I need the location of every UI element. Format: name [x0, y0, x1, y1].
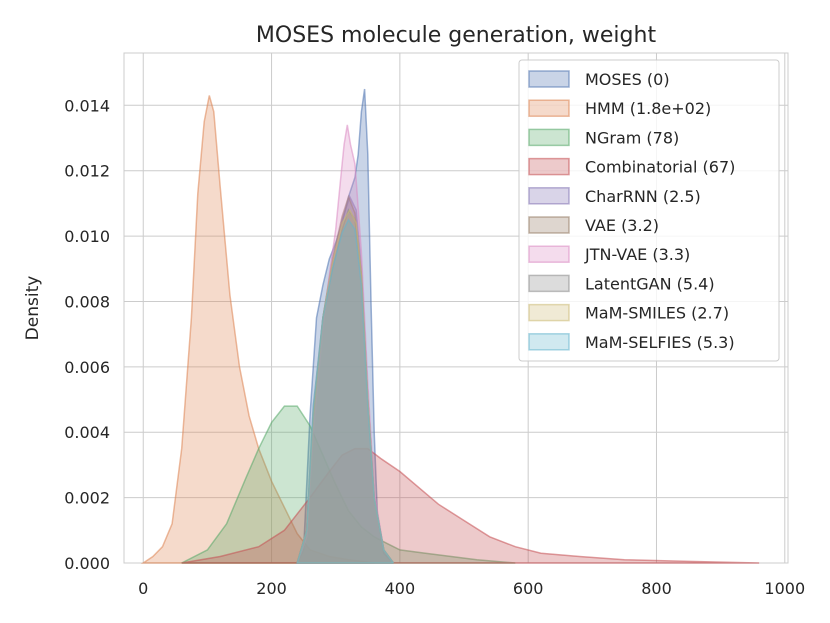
density-area-hmm: [140, 95, 375, 564]
legend-swatch-moses: [528, 70, 570, 88]
chart-title: MOSES molecule generation, weight: [256, 23, 657, 48]
legend-swatch-mam-selfies: [528, 333, 570, 351]
density-area-combinatorial: [181, 447, 760, 564]
density-area-mam-selfies: [296, 218, 395, 564]
legend-swatch-charrnn: [528, 187, 570, 205]
legend: MOSES (0) HMM (1.8e+02) NGram (78) Combinat…: [518, 59, 780, 362]
y-axis-label: Density: [23, 276, 43, 341]
x-tick-label: 0: [138, 579, 148, 598]
legend-label-moses: MOSES (0): [585, 70, 670, 89]
legend-swatch-combinatorial: [528, 157, 570, 176]
x-tick-label: 600: [513, 579, 544, 598]
legend-label-latentgan: LatentGAN (5.4): [585, 274, 715, 293]
series-layer: [140, 88, 760, 564]
legend-swatch-vae: [528, 216, 570, 234]
y-tick-label: 0.008: [64, 292, 110, 311]
y-tick-label: 0.002: [64, 489, 110, 508]
legend-swatch-mam-smiles: [528, 303, 570, 322]
y-tick-label: 0.006: [64, 358, 110, 377]
legend-label-ngram: NGram (78): [585, 128, 679, 147]
x-tick-label: 400: [385, 579, 416, 598]
legend-label-vae: VAE (3.2): [585, 216, 659, 235]
legend-label-jtn-vae: JTN-VAE (3.3): [584, 245, 690, 264]
y-tick-label: 0.012: [64, 162, 110, 181]
legend-label-hmm: HMM (1.8e+02): [585, 99, 711, 118]
legend-swatch-latentgan: [528, 274, 570, 293]
y-tick-label: 0.004: [64, 423, 110, 442]
legend-swatch-jtn-vae: [528, 245, 570, 263]
legend-swatch-hmm: [528, 99, 570, 117]
y-tick-label: 0.010: [64, 227, 110, 246]
x-tick-label: 1000: [764, 579, 805, 598]
y-tick-label: 0.000: [64, 554, 110, 573]
x-tick-label: 200: [256, 579, 287, 598]
x-axis-ticks: 0 200 400 600 800 1000: [138, 579, 805, 598]
y-axis-ticks: 0.000 0.002 0.004 0.006 0.008 0.010 0.012 0.014: [64, 96, 110, 573]
density-area-ngram: [181, 405, 516, 564]
legend-swatch-ngram: [528, 128, 570, 147]
legend-label-combinatorial: Combinatorial (67): [585, 158, 735, 177]
legend-label-charrnn: CharRNN (2.5): [585, 187, 701, 206]
legend-label-mam-selfies: MaM-SELFIES (5.3): [585, 333, 735, 352]
legend-items: MOSES (0) HMM (1.8e+02) NGram (78) Combinat…: [528, 70, 735, 352]
legend-label-mam-smiles: MaM-SMILES (2.7): [585, 304, 729, 323]
x-tick-label: 800: [641, 579, 672, 598]
y-tick-label: 0.014: [64, 96, 110, 115]
legend-box: [518, 59, 780, 362]
